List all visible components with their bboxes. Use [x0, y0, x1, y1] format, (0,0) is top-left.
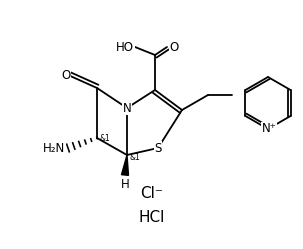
Text: &1: &1 [100, 134, 111, 143]
Text: S: S [154, 141, 162, 154]
Text: O: O [169, 41, 179, 54]
Polygon shape [122, 155, 128, 175]
Text: H₂N: H₂N [43, 141, 65, 154]
Text: HCl: HCl [139, 210, 165, 226]
Text: &1: &1 [130, 153, 141, 162]
Text: N: N [123, 102, 132, 115]
Text: Cl⁻: Cl⁻ [141, 186, 163, 200]
Text: N⁺: N⁺ [261, 123, 276, 135]
Text: HO: HO [116, 41, 134, 54]
Text: O: O [62, 68, 71, 81]
Text: H: H [121, 178, 129, 191]
